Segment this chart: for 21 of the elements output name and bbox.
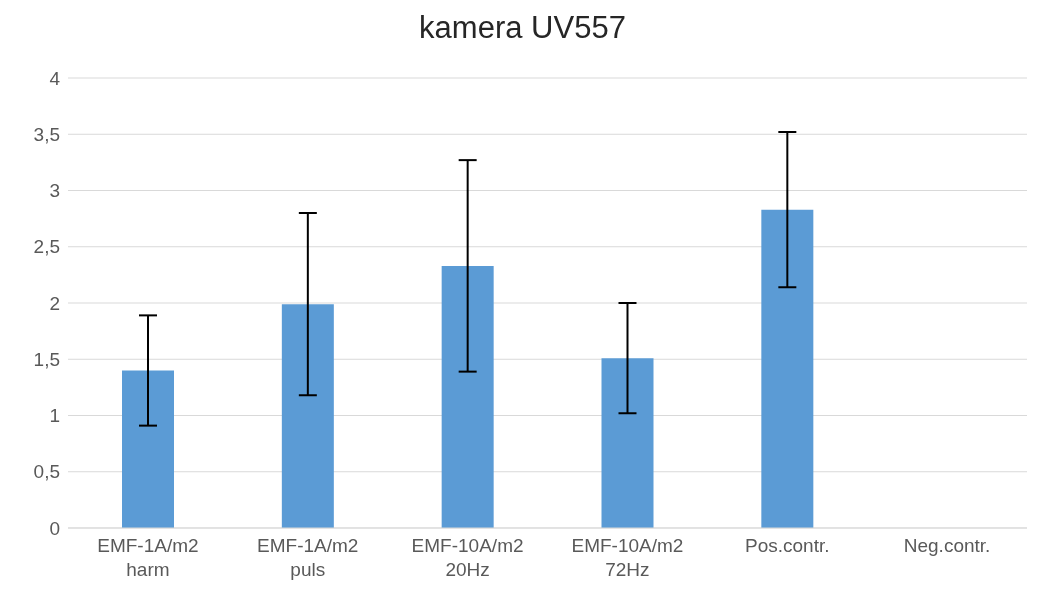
y-tick-label: 2,5 bbox=[33, 236, 60, 258]
y-tick-label: 2 bbox=[49, 292, 60, 314]
x-tick-label: Pos.contr. bbox=[745, 535, 830, 556]
x-tick-label: EMF-1A/m2 puls bbox=[257, 535, 359, 580]
bar bbox=[601, 358, 654, 528]
x-tick-label: EMF-1A/m2 harm bbox=[97, 535, 199, 580]
y-tick-label: 0 bbox=[49, 517, 60, 539]
chart-title: kamera UV557 bbox=[418, 9, 627, 47]
bar bbox=[441, 265, 494, 528]
x-tick-label: EMF-10A/m2 72Hz bbox=[571, 535, 684, 580]
y-tick-label: 3 bbox=[49, 180, 60, 202]
y-tick-label: 3,5 bbox=[33, 124, 60, 145]
x-tick-label: EMF-10A/m2 20Hz bbox=[411, 535, 524, 580]
bar bbox=[281, 304, 334, 528]
y-tick-label: 4 bbox=[49, 67, 61, 89]
x-tick-label: Neg.contr. bbox=[903, 535, 991, 556]
bar bbox=[122, 370, 174, 528]
y-tick-label: 0,5 bbox=[33, 461, 60, 483]
bar bbox=[761, 209, 814, 528]
y-tick-label: 1,5 bbox=[33, 348, 60, 370]
y-tick-label: 1 bbox=[49, 405, 60, 427]
